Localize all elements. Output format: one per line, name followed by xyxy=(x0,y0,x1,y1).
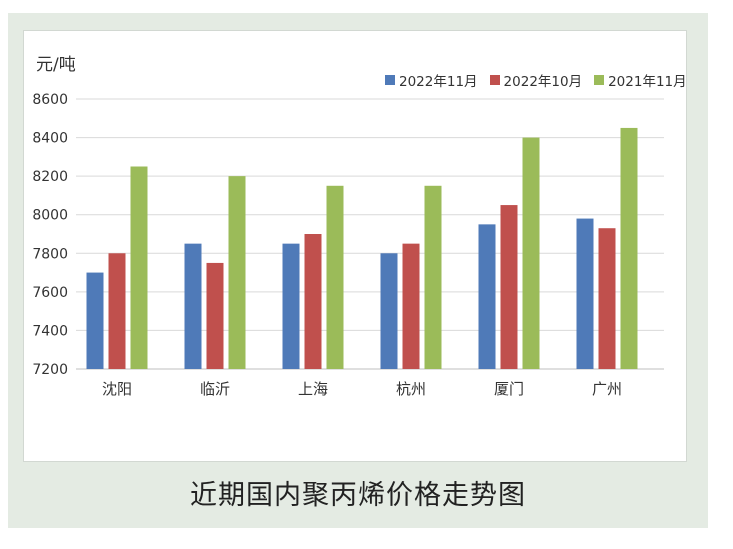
figure-caption: 近期国内聚丙烯价格走势图 xyxy=(190,480,526,511)
legend-label-series-1: 2022年11月 xyxy=(399,74,478,90)
x-tick-label-临沂: 临沂 xyxy=(200,380,230,398)
legend-item-series-2: 2022年10月 xyxy=(489,70,583,90)
y-axis-unit-label: 元/吨 xyxy=(36,55,76,75)
y-tick-label-7600: 7600 xyxy=(32,285,68,301)
bar-沈阳-series-1 xyxy=(86,272,104,369)
y-tick-label-8200: 8200 xyxy=(32,169,68,185)
bar-厦门-series-3 xyxy=(522,137,540,369)
y-tick-label-8000: 8000 xyxy=(32,208,68,224)
legend-swatch-series-1 xyxy=(385,75,395,85)
bar-沈阳-series-3 xyxy=(130,166,148,369)
bar-上海-series-3 xyxy=(326,185,344,369)
bar-广州-series-2 xyxy=(598,228,616,369)
y-tick-label-8400: 8400 xyxy=(32,131,68,147)
x-tick-label-厦门: 厦门 xyxy=(494,380,524,398)
y-tick-label-7400: 7400 xyxy=(32,323,68,339)
bar-厦门-series-2 xyxy=(500,205,518,369)
bar-临沂-series-3 xyxy=(228,176,246,369)
x-tick-label-沈阳: 沈阳 xyxy=(102,380,132,398)
bar-上海-series-1 xyxy=(282,243,300,369)
x-tick-label-广州: 广州 xyxy=(592,380,622,398)
legend-swatch-series-2 xyxy=(489,75,500,85)
legend-label-series-2: 2022年10月 xyxy=(503,74,583,90)
bar-广州-series-3 xyxy=(620,127,638,369)
bar-沈阳-series-2 xyxy=(108,253,126,369)
bar-杭州-series-1 xyxy=(380,253,398,369)
bar-临沂-series-2 xyxy=(206,262,224,369)
bar-厦门-series-1 xyxy=(478,224,496,369)
y-tick-label-8600: 8600 xyxy=(32,92,68,108)
bar-临沂-series-1 xyxy=(184,243,202,369)
bar-杭州-series-3 xyxy=(424,185,442,369)
chart-legend: 2022年11月 2022年10月 2021年11月 xyxy=(385,70,687,90)
legend-item-series-1: 2022年11月 xyxy=(385,70,478,90)
x-tick-label-上海: 上海 xyxy=(298,380,328,398)
y-tick-label-7200: 7200 xyxy=(32,362,68,378)
x-tick-label-杭州: 杭州 xyxy=(396,380,426,398)
legend-swatch-series-3 xyxy=(594,75,605,85)
legend-item-series-3: 2021年11月 xyxy=(594,70,687,90)
y-tick-label-7800: 7800 xyxy=(32,246,68,262)
bar-上海-series-2 xyxy=(304,234,322,369)
legend-label-series-3: 2021年11月 xyxy=(608,74,687,90)
bar-杭州-series-2 xyxy=(402,243,420,369)
bar-广州-series-1 xyxy=(576,218,594,369)
